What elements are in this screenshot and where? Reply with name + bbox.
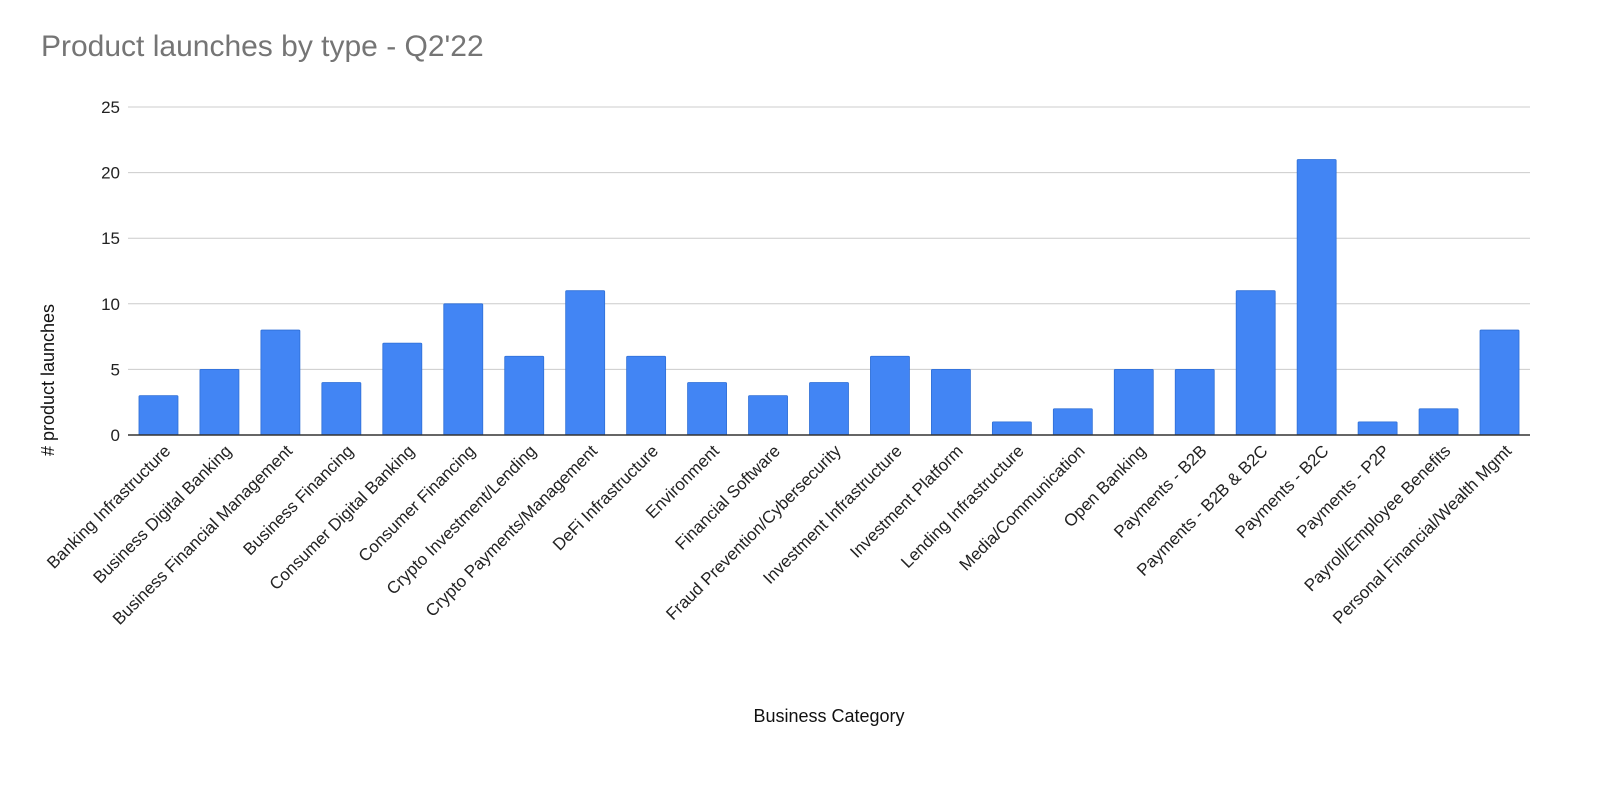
bar bbox=[504, 355, 545, 436]
y-tick-label: 15 bbox=[101, 229, 120, 248]
bar bbox=[748, 395, 788, 436]
gridlines bbox=[128, 106, 1530, 370]
y-tick-label: 0 bbox=[111, 426, 120, 445]
bar bbox=[1174, 368, 1215, 436]
bars bbox=[138, 159, 1520, 436]
y-axis-ticks: 0 5 10 15 20 25 bbox=[101, 98, 120, 445]
bar bbox=[931, 368, 971, 436]
x-tick-label: Banking Infrastructure bbox=[43, 441, 174, 572]
y-tick-label: 25 bbox=[101, 98, 120, 117]
bar bbox=[260, 329, 301, 436]
x-tick-label: Consumer Financing bbox=[355, 441, 479, 565]
bar bbox=[565, 290, 606, 436]
y-tick-label: 10 bbox=[101, 295, 120, 314]
bar bbox=[809, 382, 849, 436]
x-tick-label: Lending Infrastructure bbox=[897, 441, 1027, 571]
bar bbox=[443, 303, 484, 436]
bar bbox=[1113, 368, 1154, 436]
y-tick-label: 20 bbox=[101, 164, 120, 183]
bar bbox=[382, 342, 423, 436]
bar bbox=[687, 382, 727, 436]
bar bbox=[870, 355, 910, 436]
bar bbox=[321, 382, 362, 436]
bar bbox=[991, 421, 1032, 436]
bar bbox=[1418, 408, 1459, 436]
bar bbox=[1479, 329, 1520, 436]
bar bbox=[1357, 421, 1398, 436]
y-tick-label: 5 bbox=[111, 360, 120, 379]
bar bbox=[1052, 408, 1093, 436]
y-axis-title: # product launches bbox=[38, 304, 58, 456]
bar bbox=[138, 395, 179, 436]
x-tick-label: DeFi Infrastructure bbox=[549, 441, 662, 554]
x-tick-label: Business Financing bbox=[239, 441, 357, 559]
x-tick-label: Investment Platform bbox=[846, 441, 966, 561]
bar bbox=[1296, 159, 1337, 436]
x-axis-title: Business Category bbox=[753, 706, 904, 726]
bar bbox=[1235, 290, 1276, 436]
bar bbox=[626, 355, 667, 436]
bar bbox=[199, 368, 240, 436]
chart-title: Product launches by type - Q2'22 bbox=[41, 30, 484, 63]
x-tick-label: Financial Software bbox=[672, 441, 784, 553]
